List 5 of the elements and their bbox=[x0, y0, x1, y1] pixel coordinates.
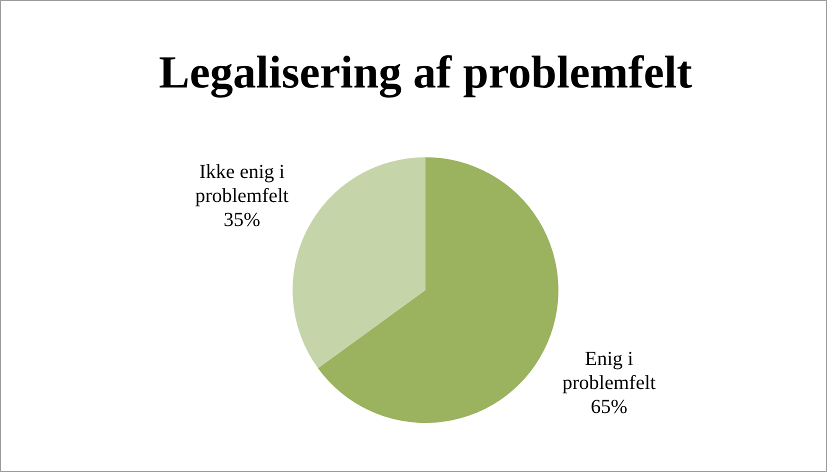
slice-label: Enig i problemfelt bbox=[562, 348, 656, 394]
data-label: 65% bbox=[590, 396, 628, 418]
slice-label: Ikke enig i problemfelt bbox=[195, 160, 290, 207]
data-label: 35% bbox=[224, 208, 260, 231]
chart-title: Legalisering af problemfelt bbox=[158, 46, 693, 98]
